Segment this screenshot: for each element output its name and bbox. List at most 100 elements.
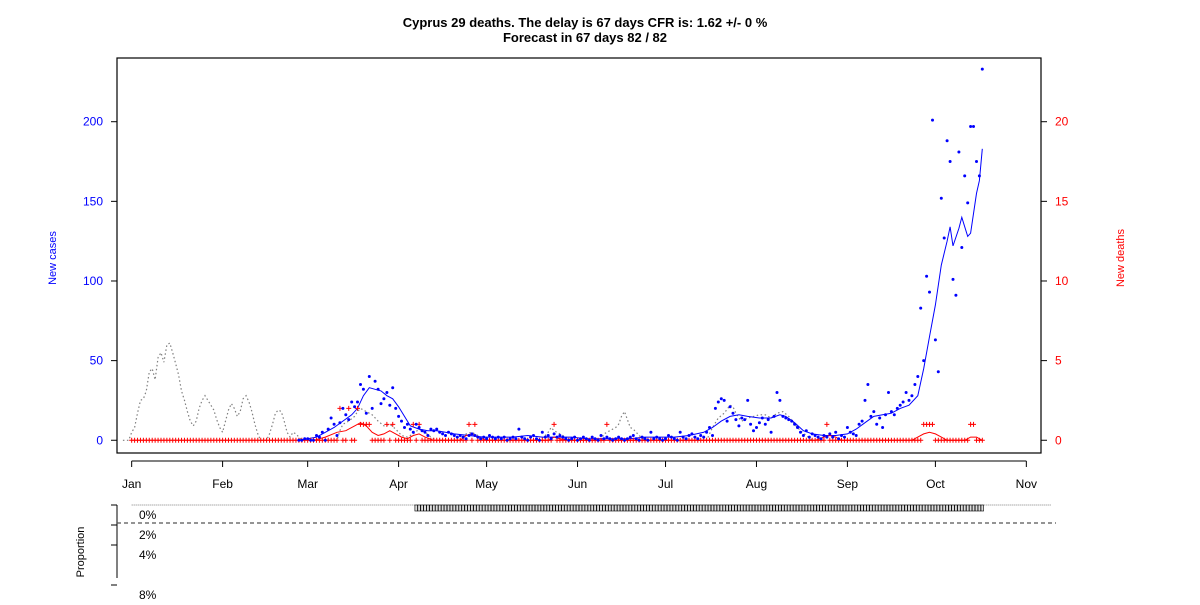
- proportion-bar: [781, 504, 785, 512]
- proportion-bar: [678, 504, 682, 512]
- proportion-bar: [426, 504, 430, 512]
- death-point: [824, 421, 830, 427]
- case-point: [796, 426, 799, 429]
- case-point: [502, 435, 506, 439]
- proportion-bar: [922, 504, 926, 512]
- y-axis-left: 0 50 100 150 200: [83, 115, 117, 447]
- proportion-bar: [684, 504, 688, 512]
- proportion-bar: [690, 504, 694, 512]
- case-point: [599, 434, 603, 437]
- case-point: [895, 406, 899, 410]
- case-point: [394, 406, 398, 410]
- case-point: [573, 435, 577, 439]
- case-point: [980, 67, 984, 71]
- death-point: [971, 421, 977, 427]
- proportion-bar: [631, 504, 635, 512]
- forecast-series: [122, 342, 813, 441]
- case-point: [303, 437, 307, 441]
- proportion-bar: [555, 504, 559, 512]
- proportion-bar: [872, 504, 876, 512]
- case-point: [593, 437, 597, 441]
- case-point: [904, 391, 908, 394]
- case-point: [488, 434, 491, 437]
- case-point: [752, 429, 755, 433]
- proportion-bar: [429, 504, 433, 512]
- proportion-bar: [572, 504, 577, 512]
- case-point: [447, 430, 450, 434]
- case-point: [816, 435, 820, 439]
- case-point: [740, 416, 744, 420]
- cases-smooth-series: [298, 148, 983, 441]
- proportion-bar: [640, 504, 644, 512]
- case-point: [655, 435, 659, 439]
- case-point: [916, 375, 920, 378]
- case-point: [690, 432, 694, 436]
- case-point: [570, 437, 574, 441]
- proportion-bar: [652, 504, 656, 512]
- case-point: [400, 419, 403, 423]
- proportion-bar: [971, 504, 976, 512]
- proportion-bar: [974, 504, 979, 512]
- case-point: [936, 370, 940, 374]
- x-tick-label: Feb: [212, 477, 233, 491]
- case-point: [408, 427, 412, 431]
- case-point: [843, 435, 846, 439]
- proportion-bar: [526, 504, 530, 512]
- plot-frame: [116, 57, 1042, 454]
- case-point: [482, 435, 486, 439]
- case-point: [338, 421, 342, 425]
- case-point: [722, 398, 726, 402]
- case-point: [837, 437, 841, 441]
- proportion-bar: [570, 504, 574, 512]
- case-point: [391, 386, 395, 390]
- case-point: [361, 387, 365, 391]
- case-point: [329, 416, 333, 420]
- y-right-tick-label: 0: [1055, 433, 1062, 447]
- death-point: [979, 437, 985, 443]
- proportion-bar: [933, 504, 937, 512]
- case-point: [781, 414, 785, 418]
- death-point: [466, 421, 472, 427]
- proportion-bar: [784, 504, 788, 512]
- case-point: [576, 438, 579, 442]
- y-left-tick-label: 200: [83, 115, 103, 129]
- case-point: [529, 435, 533, 439]
- case-point: [587, 438, 591, 442]
- x-tick-label: Oct: [926, 477, 945, 491]
- case-point: [581, 435, 585, 439]
- case-point: [341, 406, 345, 410]
- case-point: [869, 414, 873, 418]
- proportion-bar: [496, 504, 500, 512]
- case-point: [464, 437, 468, 441]
- case-point: [470, 432, 474, 436]
- proportion-bar: [957, 504, 961, 512]
- proportion-bar: [919, 504, 923, 512]
- proportion-bar: [552, 504, 556, 512]
- case-point: [649, 430, 653, 434]
- proportion-bar: [587, 504, 591, 512]
- case-point: [350, 400, 354, 404]
- case-point: [590, 435, 594, 439]
- proportion-bar: [608, 504, 612, 512]
- case-point: [969, 125, 973, 128]
- case-point: [810, 432, 814, 436]
- case-point: [526, 438, 530, 442]
- proportion-bar: [596, 504, 600, 512]
- case-point: [960, 246, 964, 249]
- x-tick-label: Nov: [1016, 477, 1037, 491]
- proportion-bar: [875, 504, 879, 512]
- case-point: [881, 426, 885, 429]
- proportion-bar: [473, 504, 477, 512]
- cases-series: [297, 67, 984, 442]
- proportion-bar: [930, 504, 935, 512]
- case-point: [702, 435, 706, 439]
- case-point: [713, 406, 717, 410]
- case-point: [579, 437, 582, 441]
- proportion-bar: [593, 504, 597, 512]
- proportion-bar: [851, 504, 855, 512]
- case-point: [939, 196, 943, 200]
- case-point: [957, 150, 961, 154]
- case-point: [309, 438, 313, 442]
- proportion-bar: [540, 504, 544, 512]
- proportion-bar: [479, 504, 483, 512]
